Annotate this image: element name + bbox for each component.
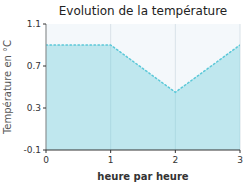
- y-tick: [43, 24, 46, 25]
- x-tick: [110, 150, 111, 153]
- y-tick-label: 0.7: [27, 61, 41, 71]
- x-axis-label: heure par heure: [97, 171, 188, 182]
- area: [46, 45, 240, 150]
- y-axis-label: Température en °C: [2, 40, 13, 135]
- grid: [46, 24, 240, 150]
- y-axis-line: [46, 24, 47, 150]
- y-tick: [43, 108, 46, 109]
- axes: 0 1 2 3 -0.1 0.3 0.7 1.1: [23, 19, 242, 165]
- data-group: [46, 45, 240, 150]
- y-tick-label: 1.1: [27, 19, 41, 29]
- x-tick-label: 1: [108, 155, 114, 165]
- x-axis-line: [46, 150, 240, 151]
- y-tick: [43, 66, 46, 67]
- grid-line: [46, 24, 47, 150]
- plot-background: [46, 24, 240, 150]
- chart-container: 0 1 2 3 -0.1 0.3 0.7 1.1 Evolution de la tempéra…: [0, 0, 250, 188]
- chart-svg: 0 1 2 3 -0.1 0.3 0.7 1.1 Evolution de la tempéra…: [0, 0, 250, 188]
- line: [46, 45, 240, 92]
- y-tick-label: 0.3: [27, 103, 41, 113]
- x-tick-label: 3: [237, 155, 243, 165]
- x-tick: [175, 150, 176, 153]
- title: Evolution de la température: [59, 4, 228, 18]
- x-tick: [240, 150, 241, 153]
- y-tick-label: -0.1: [23, 145, 41, 155]
- y-tick: [43, 150, 46, 151]
- x-tick-label: 2: [172, 155, 178, 165]
- x-tick-label: 0: [43, 155, 49, 165]
